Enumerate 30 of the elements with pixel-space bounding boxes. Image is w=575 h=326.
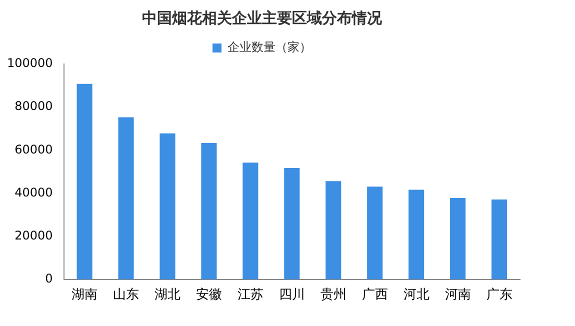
x-tick-label: 湖北 bbox=[154, 288, 180, 303]
x-tick-label: 广西 bbox=[362, 288, 388, 303]
bar bbox=[76, 84, 92, 280]
y-tick-label: 40000 bbox=[14, 185, 53, 200]
x-tick-label: 湖南 bbox=[72, 288, 98, 303]
y-tick-label: 0 bbox=[45, 272, 53, 286]
x-tick-label: 贵州 bbox=[320, 288, 346, 303]
y-tick-label: 100000 bbox=[6, 56, 53, 70]
bar bbox=[408, 190, 424, 280]
y-tick-label: 20000 bbox=[14, 228, 53, 242]
x-tick-label: 河南 bbox=[444, 288, 471, 303]
bar bbox=[201, 143, 217, 280]
x-tick-label: 安徽 bbox=[196, 286, 222, 303]
bar bbox=[326, 181, 342, 280]
x-tick-label: 山东 bbox=[113, 288, 140, 303]
legend-label: 企业数量（家） bbox=[228, 40, 312, 54]
x-tick-label: 河北 bbox=[403, 288, 430, 303]
bar bbox=[491, 199, 508, 280]
bar bbox=[160, 133, 176, 280]
bar bbox=[242, 162, 258, 280]
bar bbox=[367, 186, 383, 280]
chart-title: 中国烟花相关企业主要区域分布情况 bbox=[142, 8, 383, 27]
bar bbox=[284, 168, 300, 280]
y-tick-label: 80000 bbox=[14, 99, 53, 114]
x-tick-label: 江苏 bbox=[237, 288, 264, 303]
x-tick-label: 四川 bbox=[278, 288, 305, 303]
bar bbox=[450, 198, 466, 280]
bar bbox=[118, 117, 134, 280]
y-tick-label: 60000 bbox=[14, 142, 53, 156]
x-tick-label: 广东 bbox=[486, 288, 512, 303]
